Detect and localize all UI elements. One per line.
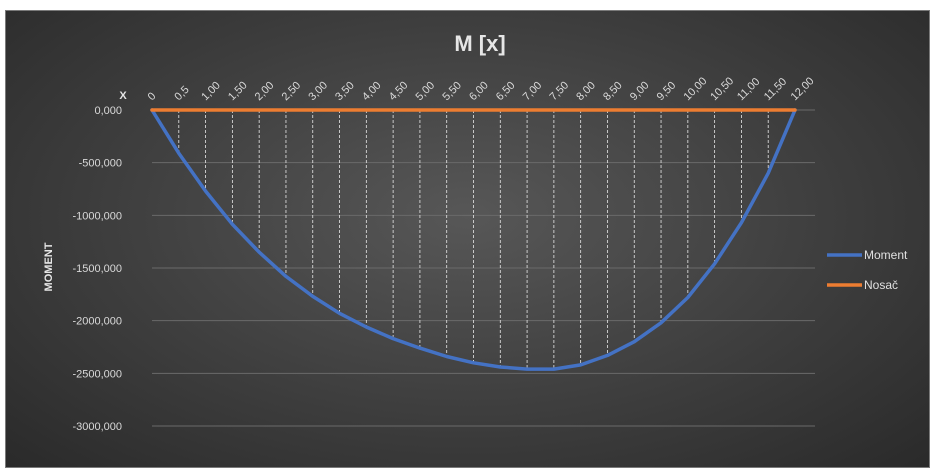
x-tick-label: 3,00 [306,79,330,103]
legend-item: Nosač [827,278,898,292]
gridlines [152,109,815,427]
legend-item: Moment [827,248,908,262]
y-axis-ticks: 0,000 -500,000 -1000,000 -1500,000 -2000,000… [72,105,122,433]
chart-title: M [x] [454,31,505,56]
series-lines [150,108,797,371]
x-tick-label: 7,00 [521,79,545,103]
x-tick-label: 9,50 [655,79,679,103]
x-tick-label: 6,00 [467,79,491,103]
x-tick-label: 12,00 [789,75,817,103]
x-tick-label: 4,50 [387,79,411,103]
x-tick-label: 11,50 [762,76,789,103]
y-tick-label: 0,000 [94,105,122,117]
x-tick-label: 3,50 [333,79,357,103]
x-tick-label: 0,5 [172,84,191,103]
x-tick-label: 5,50 [440,79,464,103]
x-tick-label: 5,00 [414,79,438,103]
legend-label: Nosač [864,278,898,292]
y-tick-label: -500,000 [79,158,122,170]
x-tick-label: 0 [146,90,159,103]
y-tick-label: -3000,000 [72,421,122,433]
x-tick-label: 4,00 [360,79,384,103]
legend-label: Moment [864,248,908,262]
x-tick-label: 2,00 [253,79,277,103]
x-tick-label: 1,50 [226,79,250,103]
x-tick-label: 10,50 [708,75,736,103]
y-tick-label: -2000,000 [72,316,122,328]
y-tick-label: -1500,000 [72,263,122,275]
x-axis-ticks: 0 0,5 1,00 1,50 2,00 2,50 3,00 3,50 4,00 4,50 5,00… [146,75,817,103]
y-tick-label: -1000,000 [72,210,122,222]
x-tick-label: 11,00 [735,76,762,103]
x-tick-label: 7,50 [548,79,572,103]
x-tick-label: 10,00 [681,75,709,103]
y-tick-label: -2500,000 [72,368,122,380]
x-tick-label: 6,50 [494,79,518,103]
chart-area [5,10,930,468]
drop-lines [178,110,769,370]
x-tick-label: 8,50 [601,79,625,103]
x-tick-label: 2,50 [280,79,304,103]
x-tick-label: 1,00 [199,79,223,103]
legend: Moment Nosač [827,248,908,292]
x-axis-title: X [119,90,127,102]
x-tick-label: 8,00 [574,79,598,103]
y-axis-title: MOMENT [43,242,55,291]
x-tick-label: 9,00 [628,79,652,103]
series-line-moment [150,108,797,371]
